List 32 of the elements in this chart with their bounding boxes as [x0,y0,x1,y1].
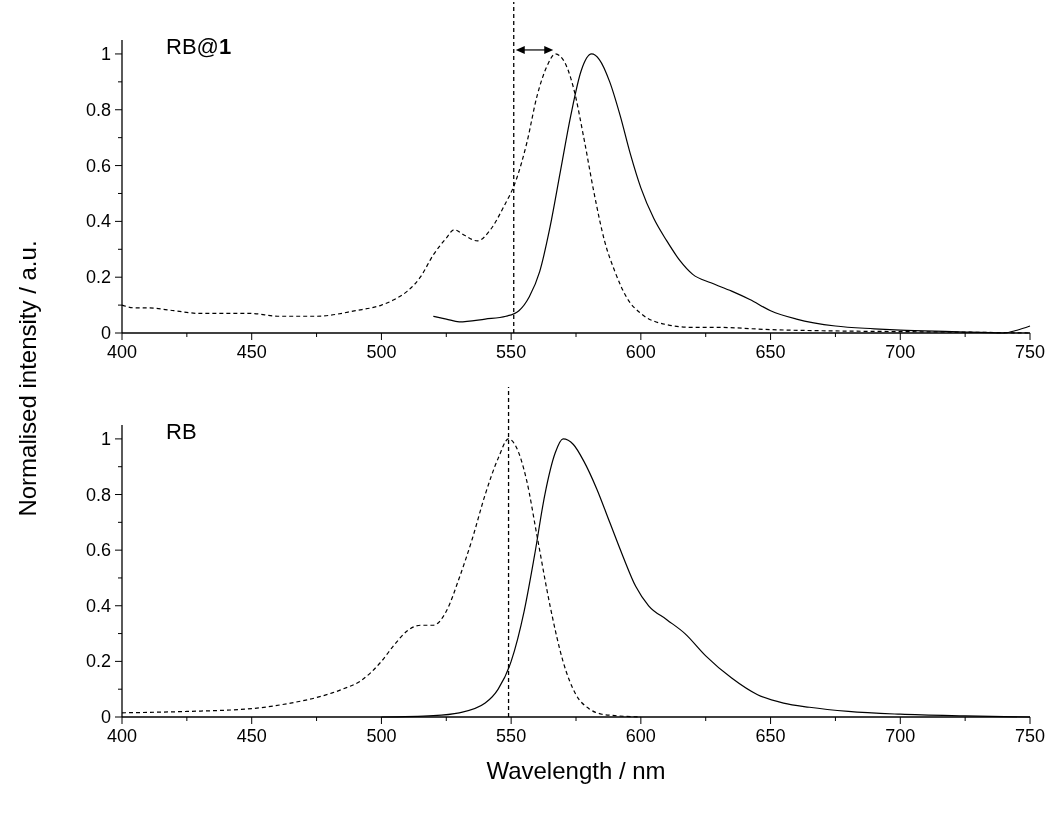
y-tick-label: 1 [100,43,111,64]
x-tick-label: 700 [885,342,916,362]
x-tick-label: 550 [496,726,527,746]
y-tick-label: 0.2 [85,267,111,288]
y-tick-label: 0.4 [85,595,111,616]
x-tick-label: 500 [366,726,397,746]
y-tick-label: 0 [100,323,111,343]
y-tick-label: 0.4 [85,211,111,232]
x-tick-label: 450 [236,726,267,746]
x-tick-label: 700 [885,726,916,746]
annotation: RB@1 [166,34,232,59]
y-tick-label: 0.8 [85,99,111,120]
x-tick-label: 450 [236,342,267,362]
x-tick-label: 550 [496,342,527,362]
y-tick-label: 1 [100,428,111,449]
x-tick-label: 400 [106,726,138,746]
y-tick-label: 0.2 [85,651,111,672]
x-axis-title: Wavelength / nm [486,757,666,784]
y-axis-title: Normalised intensity / a.u. [14,240,41,517]
y-tick-label: 0.6 [85,155,111,176]
x-tick-label: 500 [366,342,397,362]
x-tick-label: 650 [755,342,786,362]
x-tick-label: 650 [755,726,786,746]
x-tick-label: 750 [1014,342,1046,362]
y-tick-label: 0.6 [85,540,111,561]
y-tick-label: 0.8 [85,484,111,505]
x-tick-label: 600 [625,342,656,362]
y-tick-label: 0 [100,707,111,727]
x-tick-label: 400 [106,342,138,362]
x-tick-label: 600 [625,726,656,746]
annotation: RB [166,419,197,444]
x-tick-label: 750 [1014,726,1046,746]
